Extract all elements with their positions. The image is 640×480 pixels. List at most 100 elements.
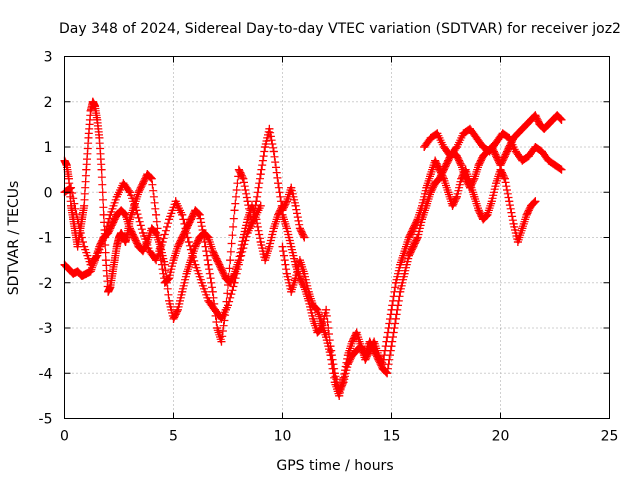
data-point xyxy=(130,233,139,242)
data-point xyxy=(356,342,365,351)
data-point xyxy=(444,188,453,197)
data-point xyxy=(191,260,200,269)
data-point xyxy=(282,224,291,233)
data-point xyxy=(67,183,76,192)
data-point xyxy=(261,143,270,151)
data-point xyxy=(93,251,102,260)
y-tick-label: -4 xyxy=(39,366,53,382)
data-point xyxy=(169,256,178,265)
data-point xyxy=(145,247,154,256)
chart-title: Day 348 of 2024, Sidereal Day-to-day VTE… xyxy=(59,21,621,37)
data-point xyxy=(269,224,278,233)
data-point xyxy=(152,256,161,265)
data-point xyxy=(138,228,147,237)
data-point xyxy=(191,242,200,251)
data-point xyxy=(112,192,121,201)
data-point xyxy=(479,215,488,224)
data-point xyxy=(95,133,104,142)
data-point xyxy=(548,115,557,124)
data-point xyxy=(200,228,209,237)
data-point xyxy=(256,238,265,247)
data-point xyxy=(208,287,217,296)
data-point xyxy=(522,120,531,129)
data-point xyxy=(448,201,457,210)
data-point xyxy=(387,305,396,314)
data-point xyxy=(457,174,466,183)
data-point xyxy=(110,256,119,265)
data-point xyxy=(500,152,509,161)
data-point xyxy=(195,210,204,219)
data-point xyxy=(524,152,533,161)
data-point xyxy=(134,188,143,197)
data-point xyxy=(287,242,296,251)
data-point xyxy=(119,179,128,188)
data-point xyxy=(374,351,383,360)
data-point xyxy=(518,156,527,165)
y-tick-label: 1 xyxy=(44,140,53,156)
x-axis-label: GPS time / hours xyxy=(276,458,393,474)
data-point xyxy=(540,124,549,133)
data-point xyxy=(265,124,274,133)
data-point xyxy=(269,147,278,156)
data-point xyxy=(313,305,322,314)
data-point xyxy=(278,201,287,210)
data-point xyxy=(104,287,113,296)
data-point xyxy=(551,161,559,170)
axis-ticks: 0 5 10 15 20 25 -5 -4 -3 -2 -1 0 1 2 3 xyxy=(39,50,619,445)
data-point xyxy=(86,106,95,115)
data-point xyxy=(152,210,161,219)
data-point xyxy=(383,333,392,342)
data-point xyxy=(518,124,527,133)
data-point xyxy=(527,115,536,124)
data-point xyxy=(378,360,387,369)
data-point xyxy=(197,278,206,287)
data-point xyxy=(383,369,392,378)
data-point xyxy=(256,170,265,179)
data-point xyxy=(343,351,352,360)
data-point xyxy=(446,152,455,161)
data-point xyxy=(426,133,435,142)
data-point xyxy=(391,278,400,287)
data-point xyxy=(191,206,200,215)
data-point xyxy=(309,314,318,323)
data-point xyxy=(106,210,115,219)
data-point xyxy=(505,197,514,206)
data-point xyxy=(492,138,501,147)
data-point xyxy=(509,219,518,228)
data-point xyxy=(479,143,488,151)
data-point xyxy=(125,188,134,197)
data-point xyxy=(73,215,82,224)
data-point xyxy=(413,215,422,224)
data-point xyxy=(230,278,239,287)
data-point xyxy=(217,314,226,323)
data-point xyxy=(426,188,435,197)
data-point xyxy=(535,120,544,129)
data-point xyxy=(165,296,174,305)
x-tick-label: 0 xyxy=(60,429,69,445)
data-point xyxy=(234,165,243,174)
data-point xyxy=(208,247,217,256)
x-tick-label: 10 xyxy=(274,429,292,445)
data-point xyxy=(498,129,507,138)
data-point xyxy=(537,147,546,156)
data-point xyxy=(531,197,540,206)
data-point xyxy=(287,183,296,192)
data-point xyxy=(171,197,180,206)
y-tick-label: -3 xyxy=(39,321,53,337)
data-point xyxy=(527,201,536,210)
data-point xyxy=(409,242,418,251)
data-point xyxy=(261,256,270,265)
data-point xyxy=(413,233,422,242)
x-tick-label: 15 xyxy=(383,429,401,445)
data-point xyxy=(313,328,322,337)
x-tick-label: 5 xyxy=(169,429,178,445)
data-point xyxy=(84,133,93,142)
data-point xyxy=(544,120,553,129)
data-point xyxy=(474,161,483,170)
data-point xyxy=(352,328,361,337)
data-point xyxy=(121,238,130,247)
x-tick-label: 20 xyxy=(492,429,510,445)
data-point xyxy=(143,170,152,179)
data-point xyxy=(210,305,219,314)
data-point xyxy=(213,256,222,265)
